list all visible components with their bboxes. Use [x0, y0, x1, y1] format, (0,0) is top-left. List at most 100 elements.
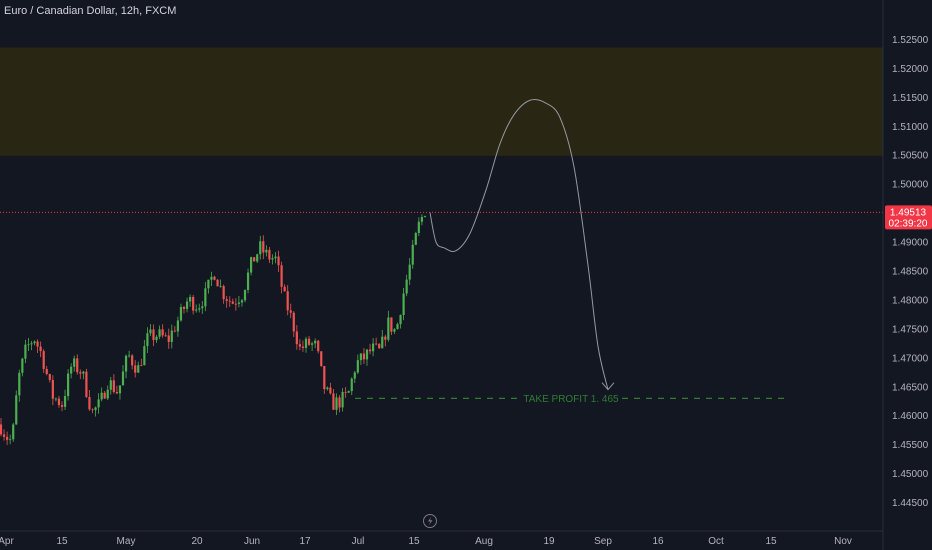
candle-body — [280, 265, 283, 287]
candle-body — [6, 436, 9, 440]
candle-body — [237, 302, 240, 304]
candle-body — [222, 286, 225, 300]
candle-body — [231, 301, 234, 304]
candle-body — [405, 279, 408, 294]
candle-body — [124, 355, 128, 372]
candle-body — [109, 380, 112, 390]
x-tick-label: 15 — [56, 536, 68, 547]
candle-body — [292, 312, 295, 332]
x-tick-label: Nov — [834, 536, 852, 547]
projection-arrowhead — [601, 382, 615, 391]
candle-body — [30, 343, 33, 345]
y-tick-label: 1.46500 — [892, 382, 929, 393]
candle-body — [176, 320, 179, 332]
y-tick-label: 1.52500 — [892, 35, 929, 46]
candle-body — [70, 366, 73, 374]
candle-body — [402, 293, 405, 316]
candle-body — [341, 391, 344, 408]
take-profit-label: TAKE PROFIT 1. 465 — [523, 394, 619, 405]
candle-body — [63, 396, 67, 407]
candle-body — [353, 372, 356, 379]
candle-body — [283, 286, 286, 292]
x-tick-label: May — [117, 536, 136, 547]
current-price-tag: 1.49513 02:39:20 — [885, 205, 932, 230]
x-tick-label: Jul — [352, 536, 365, 547]
lightning-icon[interactable] — [423, 514, 437, 528]
candle-body — [112, 380, 115, 392]
candle-body — [335, 397, 338, 410]
x-tick-label: 15 — [765, 536, 777, 547]
y-tick-label: 1.47000 — [892, 353, 929, 364]
candle-body — [121, 371, 125, 386]
candle-body — [274, 256, 277, 259]
candle-body — [225, 299, 228, 301]
y-tick-label: 1.51500 — [892, 93, 929, 104]
candle-body — [161, 329, 164, 336]
candle-body — [317, 340, 320, 352]
candle-body — [314, 340, 317, 344]
candle-body — [39, 346, 42, 352]
candle-body — [198, 308, 201, 310]
candle-body — [365, 349, 369, 360]
candle-body — [91, 409, 94, 411]
candle-body — [192, 296, 195, 311]
candle-body — [185, 301, 189, 309]
x-axis-ticks: Apr 15 May 20 Jun 17 Jul 15 Aug 19 Sep 16 Oct 15 Nov — [0, 536, 852, 547]
candle-body — [311, 343, 314, 345]
candle-body — [42, 351, 45, 369]
candle-body — [277, 256, 280, 266]
candle-body — [97, 399, 100, 408]
candle-body — [271, 258, 274, 260]
candle-body — [143, 346, 146, 366]
candle-body — [219, 286, 222, 287]
candle-body — [170, 330, 173, 342]
candle-body — [0, 424, 3, 435]
candle-body — [155, 336, 158, 341]
candle-body — [295, 331, 298, 345]
candle-body — [240, 300, 244, 303]
x-tick-label: 17 — [299, 536, 311, 547]
y-tick-label: 1.47500 — [892, 324, 929, 335]
candle-body — [307, 338, 311, 345]
candle-body — [85, 371, 88, 397]
y-tick-label: 1.46000 — [892, 411, 929, 422]
candle-body — [378, 344, 381, 349]
candle-body — [57, 398, 61, 405]
candle-body — [356, 360, 359, 373]
candle-body — [326, 387, 329, 390]
x-tick-label: 15 — [408, 536, 420, 547]
candle-body — [350, 378, 353, 392]
candle-body — [33, 341, 36, 344]
candle-body — [268, 249, 271, 260]
candle-body — [51, 379, 54, 399]
candle-body — [253, 257, 256, 262]
candle-body — [164, 335, 167, 337]
candle-body — [189, 296, 192, 302]
candle-body — [18, 372, 21, 396]
y-tick-label: 1.49000 — [892, 238, 929, 249]
candle-body — [207, 279, 210, 289]
candle-body — [234, 303, 237, 305]
candle-body — [396, 324, 399, 330]
candle-body — [250, 257, 253, 273]
candle-body — [54, 398, 57, 400]
candle-body — [375, 343, 378, 345]
candle-body — [320, 351, 323, 367]
candle-body — [67, 373, 70, 397]
candle-body — [103, 392, 106, 399]
x-tick-label: 20 — [191, 536, 203, 547]
y-tick-label: 1.45000 — [892, 469, 929, 480]
candle-body — [195, 309, 198, 311]
y-tick-label: 1.52000 — [892, 64, 929, 75]
candle-body — [24, 344, 27, 359]
candle-body — [204, 288, 207, 307]
candle-body — [152, 329, 155, 341]
candle-body — [45, 368, 48, 375]
candle-body — [140, 365, 143, 366]
candle-body — [173, 330, 176, 332]
candle-body — [304, 338, 308, 348]
candle-body — [228, 300, 231, 302]
candle-body — [384, 336, 387, 340]
candle-body — [417, 221, 420, 234]
